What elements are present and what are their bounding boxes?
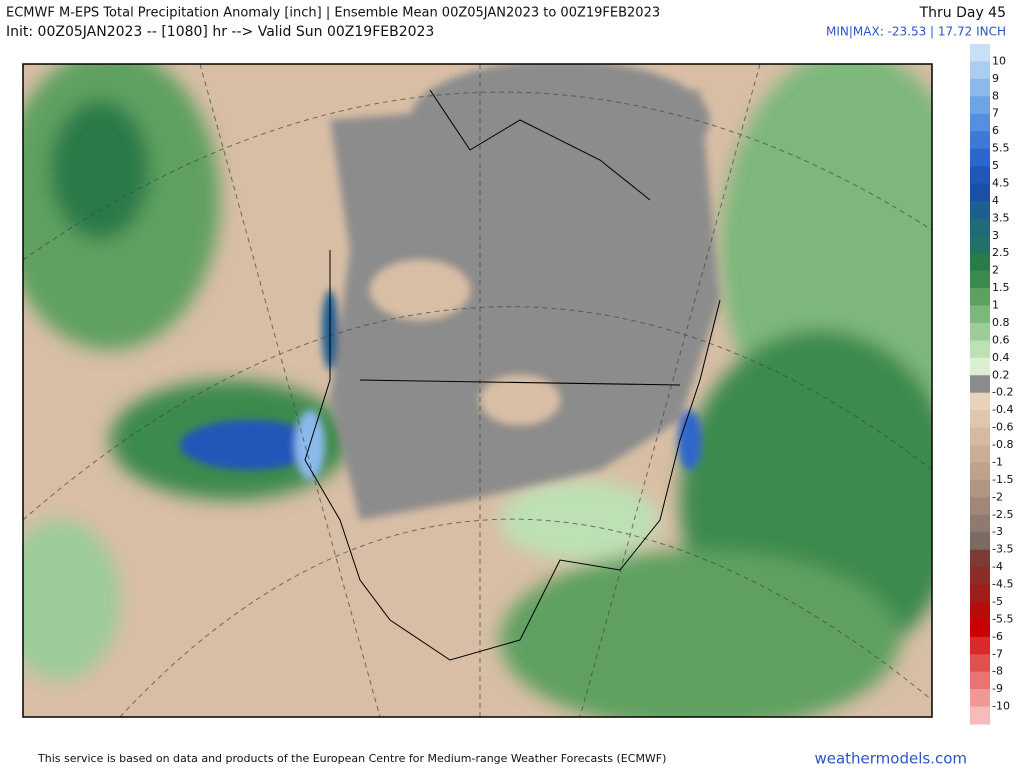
legend-swatch <box>970 549 990 568</box>
legend-swatch <box>970 689 990 708</box>
legend-swatch <box>970 340 990 359</box>
legend-swatch <box>970 200 990 219</box>
map-frame <box>22 63 933 718</box>
legend-label: 5 <box>992 159 999 172</box>
legend-label: -6 <box>992 630 1003 643</box>
legend-swatch <box>970 113 990 132</box>
legend-label: 2.5 <box>992 246 1010 259</box>
map <box>23 64 932 717</box>
legend-swatch <box>970 253 990 272</box>
legend-swatch <box>970 497 990 516</box>
legend-label: -3.5 <box>992 543 1013 556</box>
legend-swatch <box>970 410 990 429</box>
legend-swatch <box>970 61 990 80</box>
legend-label: -9 <box>992 682 1003 695</box>
legend-swatch <box>970 218 990 237</box>
legend-swatch <box>970 462 990 481</box>
legend-swatch <box>970 183 990 202</box>
legend-swatch <box>970 392 990 411</box>
legend-swatch <box>970 636 990 655</box>
legend-label: 8 <box>992 89 999 102</box>
legend-label: -4 <box>992 560 1003 573</box>
legend-label: -1.5 <box>992 473 1013 486</box>
legend-swatch <box>970 44 990 62</box>
legend-swatch <box>970 96 990 115</box>
legend-swatch <box>970 671 990 690</box>
legend-swatch <box>970 131 990 150</box>
legend-label: 0.6 <box>992 333 1010 346</box>
legend-label: -8 <box>992 665 1003 678</box>
legend-label: 4.5 <box>992 176 1010 189</box>
legend-label: 0.8 <box>992 316 1010 329</box>
legend-label: 7 <box>992 107 999 120</box>
legend-label: 10 <box>992 54 1006 67</box>
legend-label: 9 <box>992 72 999 85</box>
legend-label: -5.5 <box>992 612 1013 625</box>
legend-swatch <box>970 235 990 254</box>
disclaimer: This service is based on data and produc… <box>37 752 666 765</box>
legend-swatch <box>970 427 990 446</box>
legend-label: 4 <box>992 194 999 207</box>
legend-swatch <box>970 148 990 167</box>
legend-swatch <box>970 78 990 97</box>
legend-swatch <box>970 166 990 184</box>
legend-label: 0.4 <box>992 351 1010 364</box>
legend-swatch <box>970 601 990 620</box>
legend-label: 3.5 <box>992 211 1010 224</box>
legend-swatch <box>970 567 990 586</box>
legend-swatch <box>970 357 990 376</box>
legend-swatch <box>970 706 990 725</box>
legend-label: -7 <box>992 647 1003 660</box>
right-title: Thru Day 45 <box>919 5 1006 21</box>
legend-label: 2 <box>992 264 999 277</box>
legend-label: -4.5 <box>992 578 1013 591</box>
legend-label: -0.2 <box>992 386 1013 399</box>
legend-swatch <box>970 514 990 533</box>
legend-label: 1 <box>992 299 999 312</box>
legend-swatch <box>970 619 990 638</box>
legend-swatch <box>970 270 990 289</box>
legend-label: 5.5 <box>992 142 1010 155</box>
legend-label: -5 <box>992 595 1003 608</box>
legend-swatch <box>970 532 990 551</box>
min-max: MIN|MAX: -23.53 | 17.72 INCH <box>826 25 1006 39</box>
legend-swatch <box>970 288 990 307</box>
legend-swatch <box>970 654 990 673</box>
legend-label: -0.4 <box>992 403 1013 416</box>
legend-label: 1.5 <box>992 281 1010 294</box>
site-link[interactable]: weathermodels.com <box>814 750 967 768</box>
legend-label: -3 <box>992 525 1003 538</box>
legend-label: -0.6 <box>992 421 1013 434</box>
legend-label: 6 <box>992 124 999 137</box>
legend: 10 9 8 7 6 5.5 5 4.5 4 3.5 3 2.5 2 1.5 1 0.8 0.6 0.4 0.2 -0… <box>970 44 1013 725</box>
legend-label: -2.5 <box>992 508 1013 521</box>
legend-swatch <box>970 479 990 498</box>
title: ECMWF M-EPS Total Precipitation Anomaly … <box>6 6 660 21</box>
legend-swatch <box>970 322 990 341</box>
legend-swatch <box>970 305 990 324</box>
legend-label: -1 <box>992 455 1003 468</box>
legend-label: 0.2 <box>992 368 1010 381</box>
legend-swatch <box>970 375 990 394</box>
legend-swatch <box>970 445 990 463</box>
legend-label: -0.8 <box>992 438 1013 451</box>
legend-label: -2 <box>992 490 1003 503</box>
legend-label: -10 <box>992 700 1010 713</box>
legend-swatch <box>970 584 990 603</box>
subtitle: Init: 00Z05JAN2023 -- [1080] hr --> Vali… <box>6 24 434 40</box>
legend-label: 3 <box>992 229 999 242</box>
